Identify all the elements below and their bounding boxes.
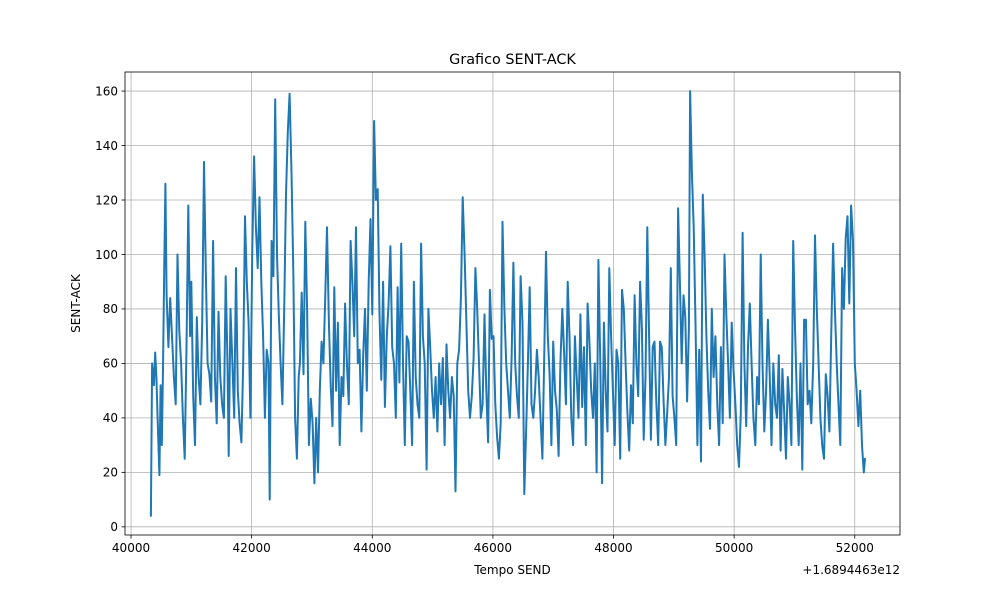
series-line <box>149 90 866 517</box>
x-tick-label: 40000 <box>112 541 150 555</box>
x-tick-label: 50000 <box>715 541 753 555</box>
x-tick-label: 44000 <box>353 541 391 555</box>
y-tick-label: 60 <box>103 357 118 371</box>
y-tick-label: 120 <box>95 193 118 207</box>
y-tick-label: 80 <box>103 302 118 316</box>
y-tick-label: 140 <box>95 139 118 153</box>
x-axis-label: Tempo SEND <box>473 563 551 577</box>
y-tick-label: 160 <box>95 84 118 98</box>
y-tick-label: 100 <box>95 248 118 262</box>
plot-area <box>149 90 866 517</box>
x-tick-label: 46000 <box>474 541 512 555</box>
y-tick-label: 0 <box>110 520 118 534</box>
y-tick-label: 20 <box>103 466 118 480</box>
x-tick-label: 48000 <box>594 541 632 555</box>
y-axis-label: SENT-ACK <box>69 273 83 333</box>
y-axis: 0 20 40 60 80 100 120 140 160 <box>95 84 125 534</box>
x-offset-label: +1.6894463e12 <box>802 563 900 577</box>
chart-title: Grafico SENT-ACK <box>449 52 576 68</box>
axes-frame <box>124 71 901 536</box>
x-axis: 40000 42000 44000 46000 48000 50000 52000 <box>112 535 874 555</box>
x-tick-label: 52000 <box>836 541 874 555</box>
y-tick-label: 40 <box>103 411 118 425</box>
x-tick-label: 42000 <box>233 541 271 555</box>
